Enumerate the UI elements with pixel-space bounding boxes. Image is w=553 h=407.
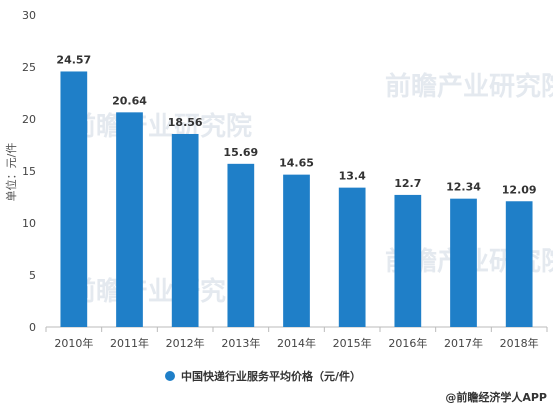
y-tick-label: 5: [29, 269, 36, 282]
bar: [338, 187, 366, 327]
x-tick-label: 2014年: [277, 336, 316, 350]
data-label: 14.65: [279, 157, 314, 170]
x-tick-label: 2015年: [333, 336, 372, 350]
x-tick-label: 2011年: [110, 336, 149, 350]
y-tick-label: 10: [22, 217, 36, 230]
y-axis-label: 单位：元/件: [4, 143, 18, 202]
watermark-text: 前瞻产业研究院: [70, 111, 252, 142]
x-tick-label: 2016年: [388, 336, 427, 350]
legend: 中国快递行业服务平均价格（元/件）: [165, 369, 361, 383]
x-axis-ticks: 2010年 2011年 2012年 2013年 2014年 2015年 2016年 2017年…: [45, 327, 548, 350]
y-tick-label: 15: [22, 165, 36, 178]
y-tick-label: 25: [22, 61, 36, 74]
bars-group: [60, 71, 533, 328]
data-labels-group: 24.57 20.64 18.56 15.69 14.65 13.4 12.7 12.34 12…: [56, 53, 536, 196]
data-label: 18.56: [168, 116, 203, 129]
x-tick-label: 2017年: [444, 336, 483, 350]
y-tick-label: 30: [22, 9, 36, 22]
data-label: 12.09: [502, 183, 537, 196]
bar: [227, 163, 255, 327]
data-label: 24.57: [56, 53, 91, 66]
legend-marker: [165, 371, 175, 381]
watermark-text: 前瞻产业研究院: [70, 276, 252, 307]
data-label: 20.64: [112, 94, 147, 107]
data-label: 13.4: [339, 170, 366, 183]
bar: [60, 71, 88, 327]
x-tick-label: 2018年: [500, 336, 539, 350]
source-credit: @前瞻经济学人APP: [445, 390, 547, 404]
y-axis-ticks: 0 5 10 15 20 25 30: [22, 9, 36, 334]
y-tick-label: 20: [22, 113, 36, 126]
bar: [171, 133, 199, 327]
watermark-text: 前瞻产业研究院: [385, 71, 553, 102]
data-label: 15.69: [223, 146, 258, 159]
data-label: 12.7: [394, 177, 421, 190]
bar: [283, 174, 310, 327]
y-tick-label: 0: [29, 321, 36, 334]
bar: [394, 194, 422, 327]
bar: [116, 112, 143, 328]
x-tick-label: 2010年: [54, 336, 93, 350]
x-tick-label: 2013年: [221, 336, 260, 350]
x-tick-label: 2012年: [166, 336, 205, 350]
data-label: 12.34: [446, 181, 481, 194]
bar: [505, 201, 533, 327]
bar: [450, 198, 477, 327]
legend-entry: 中国快递行业服务平均价格（元/件）: [181, 369, 361, 383]
